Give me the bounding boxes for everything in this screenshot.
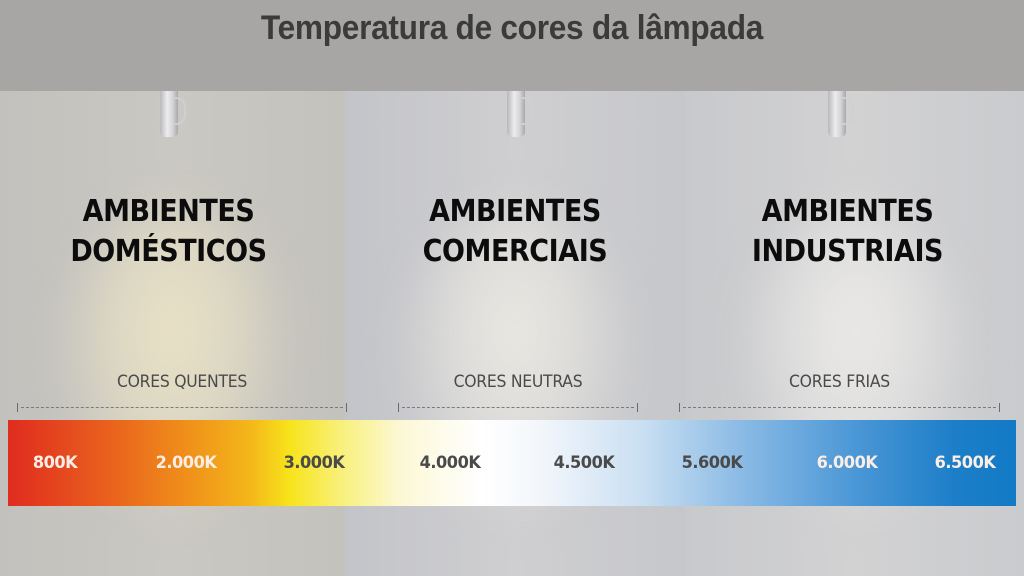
panel-domestic: AMBIENTES DOMÉSTICOS [0,91,345,576]
range-bracket [679,403,1000,412]
tick-label: 5.600K [681,453,743,473]
tick-label: 4.500K [553,453,615,473]
tick-label: 6.000K [816,453,878,473]
color-temperature-scale: 800K 2.000K 3.000K 4.000K 4.500K 5.600K … [8,420,1016,506]
group-label: CORES FRIAS [789,372,890,392]
tick-label: 6.500K [934,453,996,473]
range-bracket [17,403,347,412]
tick-label: 2.000K [155,453,217,473]
panel-heading: AMBIENTES INDUSTRIAIS [685,192,1017,272]
tick-label: 3.000K [283,453,345,473]
heading-line-2: DOMÉSTICOS [70,234,267,269]
panel-heading: AMBIENTES DOMÉSTICOS [0,192,341,272]
group-neutral-colors: CORES NEUTRAS [398,372,638,412]
group-label: CORES NEUTRAS [453,372,583,392]
group-label: CORES QUENTES [116,372,248,392]
page-title: Temperatura de cores da lâmpada [260,9,764,47]
range-bracket [398,403,638,412]
tick-label: 800K [32,453,78,473]
heading-line-1: AMBIENTES [82,194,255,229]
wall-spotlight-icon [160,91,186,139]
wall-spotlight-icon [507,91,533,139]
wall-spotlight-icon [828,91,854,139]
header-bar: Temperatura de cores da lâmpada [0,0,1024,91]
panel-heading: AMBIENTES COMERCIAIS [345,192,685,272]
heading-line-1: AMBIENTES [429,194,601,229]
heading-line-2: INDUSTRIAIS [751,234,944,269]
heading-line-2: COMERCIAIS [422,234,608,269]
heading-line-1: AMBIENTES [761,194,934,229]
tick-label: 4.000K [419,453,481,473]
group-cool-colors: CORES FRIAS [679,372,1000,412]
group-warm-colors: CORES QUENTES [17,372,347,412]
